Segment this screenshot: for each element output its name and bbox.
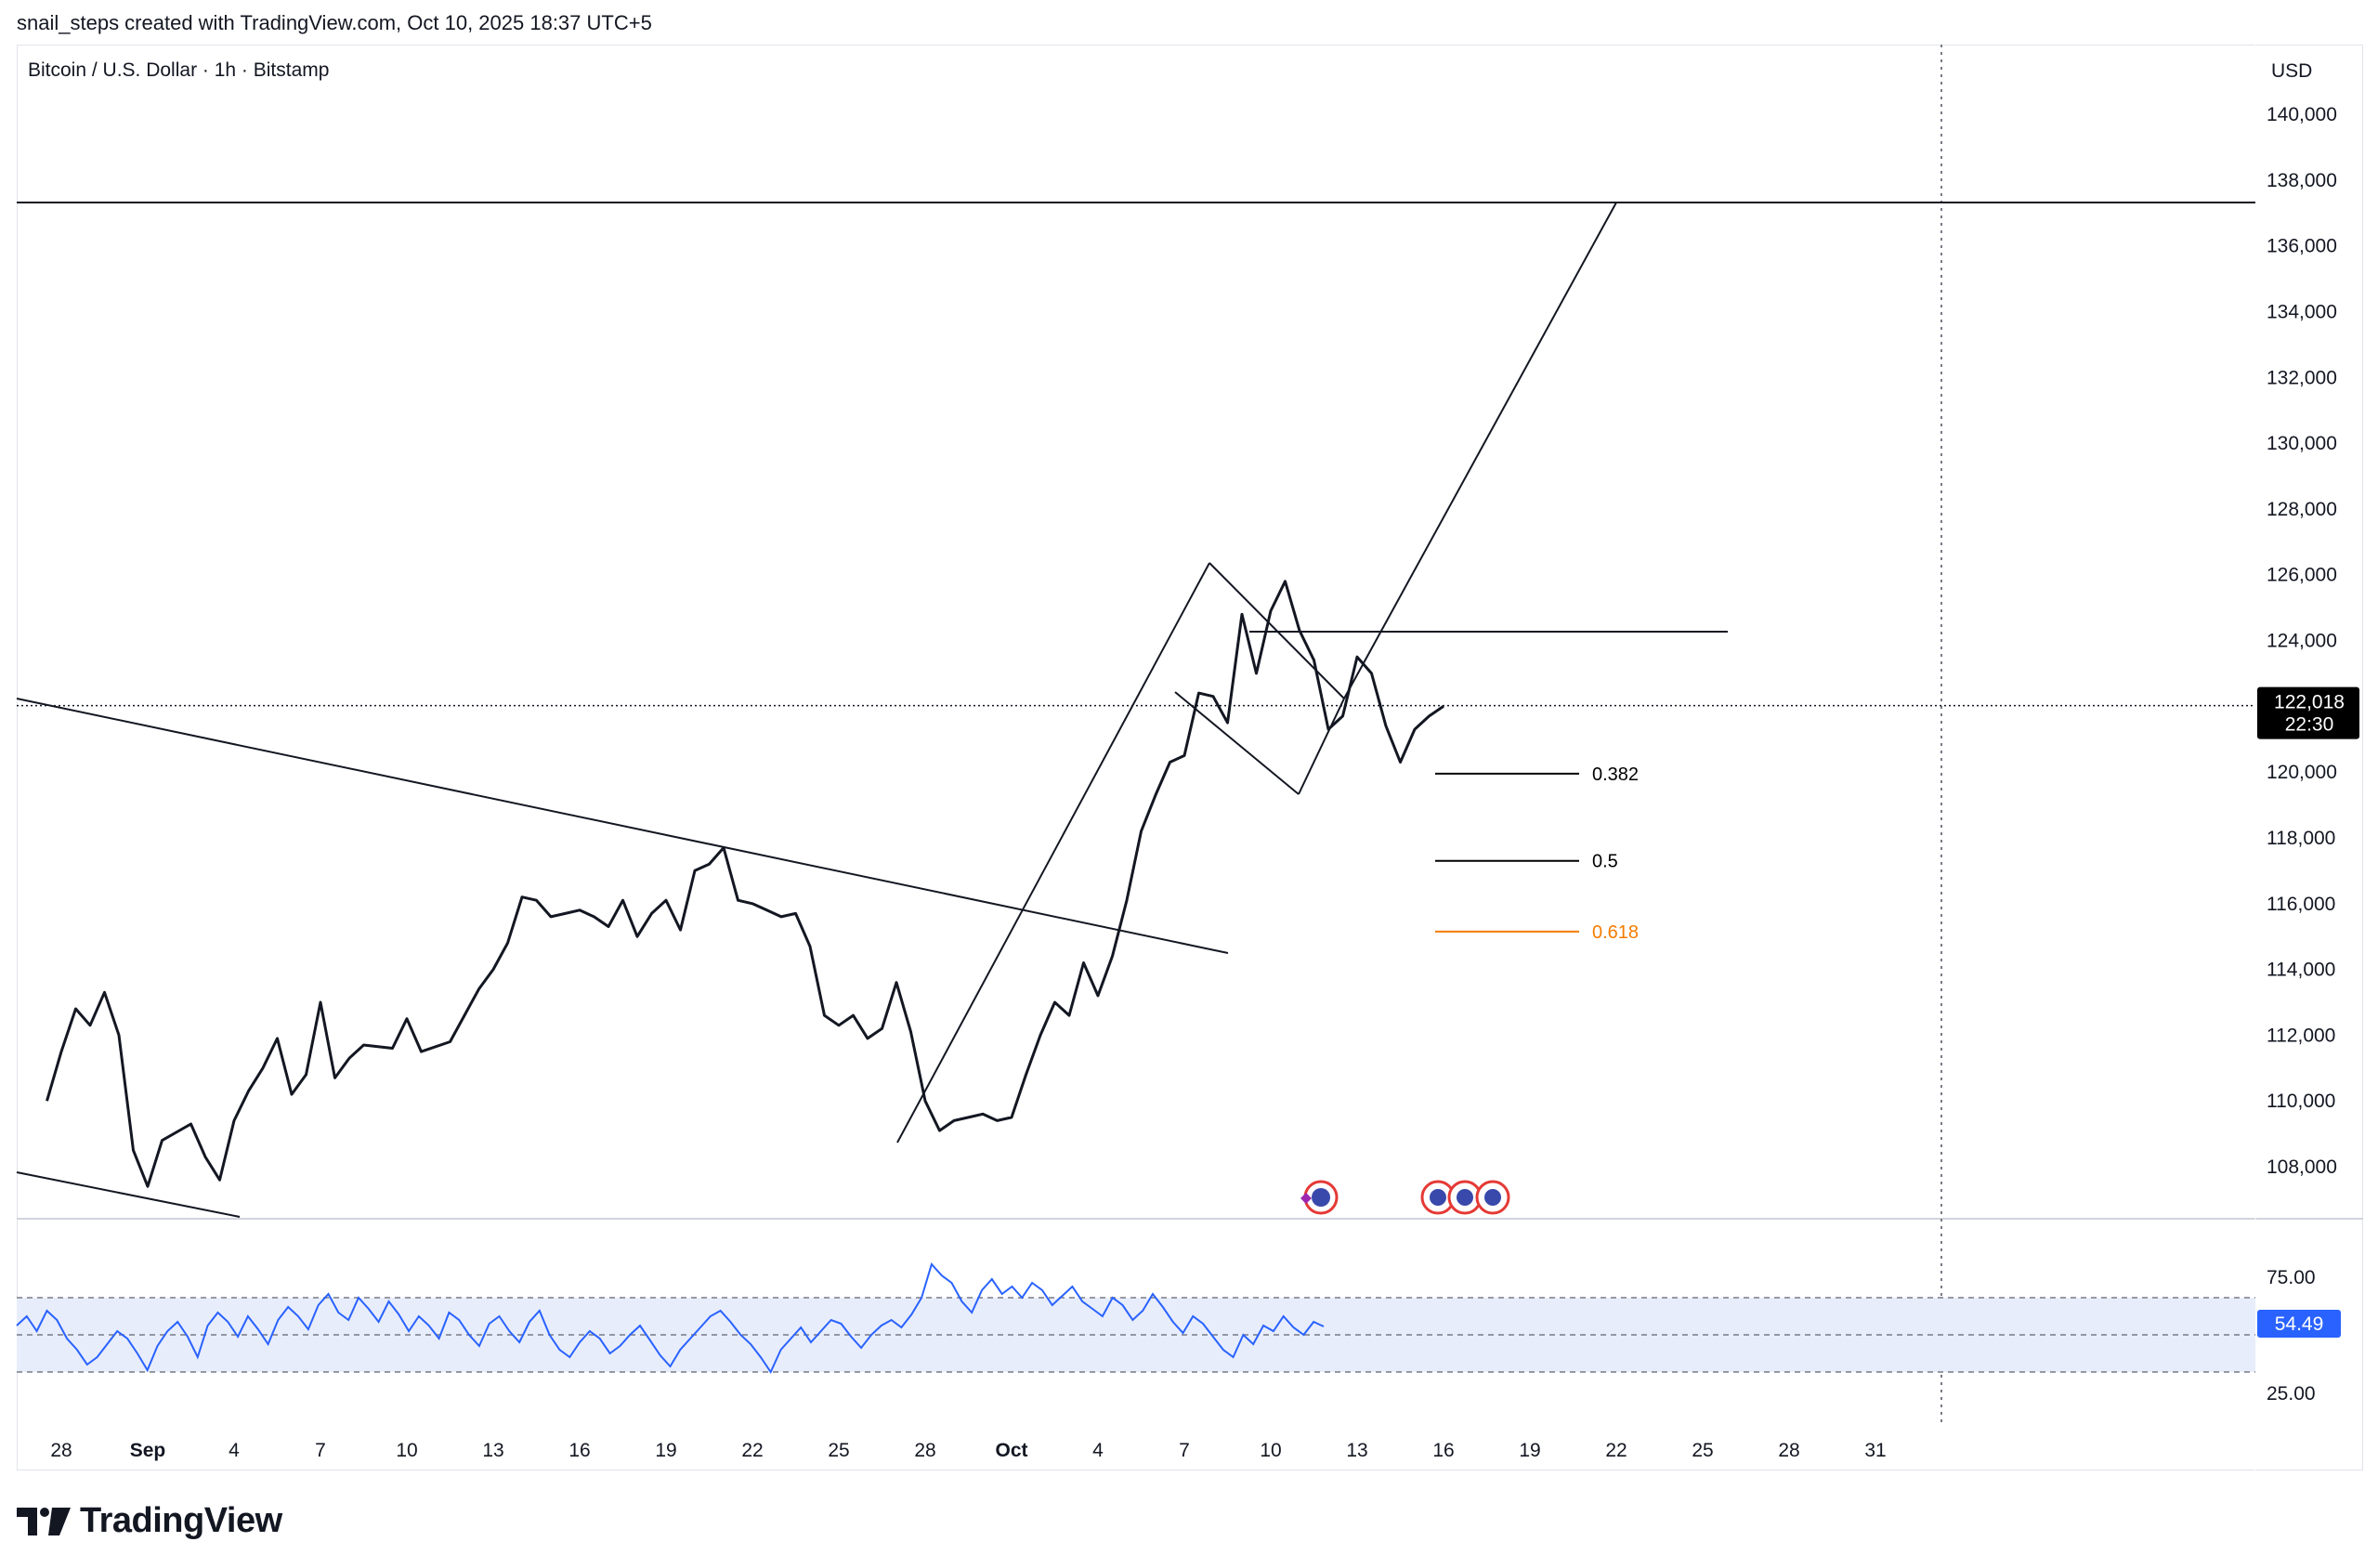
fib-level-label: 0.382 xyxy=(1592,764,1639,785)
price-tick-label: 118,000 xyxy=(2267,828,2335,849)
tradingview-logo[interactable]: TradingView xyxy=(17,1501,282,1541)
price-tick-label: 124,000 xyxy=(2267,631,2337,652)
price-line xyxy=(46,580,1444,1188)
us-flag-icon-inner xyxy=(1457,1189,1473,1206)
time-tick-label: Oct xyxy=(995,1440,1027,1461)
time-tick-label: 7 xyxy=(1179,1440,1190,1461)
currency-label[interactable]: USD xyxy=(2271,60,2312,82)
diamond-icon xyxy=(1300,1193,1312,1204)
price-tick-label: 126,000 xyxy=(2267,565,2337,586)
time-tick-label: 13 xyxy=(1346,1440,1367,1461)
time-tick-label: 13 xyxy=(482,1440,503,1461)
time-tick-label: 28 xyxy=(1778,1440,1799,1461)
time-tick-label: 19 xyxy=(1519,1440,1540,1461)
rally-trendline[interactable] xyxy=(896,562,1210,1143)
us-flag-icon-inner xyxy=(1484,1189,1501,1206)
rsi-value-badge[interactable] xyxy=(2257,1310,2341,1338)
flag-right-edge[interactable] xyxy=(1298,698,1345,795)
rsi-series xyxy=(16,1262,1325,1375)
time-tick-label: 7 xyxy=(315,1440,326,1461)
event-flags[interactable] xyxy=(1300,1180,1510,1215)
rsi-line xyxy=(16,1262,1325,1375)
time-tick-label: 25 xyxy=(828,1440,849,1461)
time-tick-label: 22 xyxy=(741,1440,763,1461)
price-tick-label: 110,000 xyxy=(2267,1091,2335,1112)
descending-trendline[interactable] xyxy=(16,698,1229,954)
price-tick-label: 116,000 xyxy=(2267,894,2335,915)
time-tick-label: 28 xyxy=(914,1440,935,1461)
time-tick-label: 31 xyxy=(1864,1440,1886,1461)
lower-channel-line[interactable] xyxy=(16,1171,241,1218)
time-tick-label: 25 xyxy=(1692,1440,1713,1461)
time-tick-label: 16 xyxy=(1432,1440,1454,1461)
us-flag-icon-inner xyxy=(1312,1188,1330,1207)
fib-level-label: 0.618 xyxy=(1592,922,1639,943)
author-line: snail_steps created with TradingView.com… xyxy=(17,11,652,34)
fibonacci-levels[interactable]: 0.382 0.5 0.618 xyxy=(1435,764,1639,943)
tradingview-wordmark: TradingView xyxy=(80,1501,282,1540)
last-price-value: 122,018 xyxy=(2274,692,2345,713)
rsi-upper-label: 75.00 xyxy=(2267,1267,2316,1288)
time-tick-label: 4 xyxy=(1092,1440,1104,1461)
price-tick-label: 128,000 xyxy=(2267,499,2337,520)
price-axis[interactable]: 140,000 138,000 136,000 134,000 132,000 130,0… xyxy=(2267,104,2337,1178)
time-tick-label: 16 xyxy=(568,1440,590,1461)
price-tick-label: 112,000 xyxy=(2267,1025,2335,1046)
price-tick-label: 138,000 xyxy=(2267,170,2337,191)
time-tick-label: 4 xyxy=(229,1440,240,1461)
price-tick-label: 136,000 xyxy=(2267,236,2337,257)
tradingview-logo-icon xyxy=(17,1507,71,1535)
time-tick-label: Sep xyxy=(130,1440,166,1461)
time-tick-label: 22 xyxy=(1605,1440,1627,1461)
price-tick-label: 132,000 xyxy=(2267,367,2337,388)
rsi-value-label: 54.49 xyxy=(2275,1313,2324,1335)
fib-level-label: 0.5 xyxy=(1592,852,1618,872)
us-flag-icon-inner xyxy=(1430,1189,1446,1206)
time-tick-label: 19 xyxy=(655,1440,676,1461)
symbol-title[interactable]: Bitcoin / U.S. Dollar · 1h · Bitstamp xyxy=(28,59,329,81)
price-tick-label: 114,000 xyxy=(2267,960,2335,981)
price-tick-label: 108,000 xyxy=(2267,1156,2337,1178)
chart-frame xyxy=(17,45,2363,1470)
time-tick-label: 10 xyxy=(1260,1440,1281,1461)
price-tick-label: 130,000 xyxy=(2267,433,2337,454)
price-series xyxy=(46,580,1444,1188)
time-axis[interactable]: 28 Sep 4 7 10 13 16 19 22 25 28 Oct 4 7 10 13 16 19 22 25 28… xyxy=(50,1440,1886,1461)
price-tick-label: 140,000 xyxy=(2267,104,2337,125)
flag-lower-line[interactable] xyxy=(1174,691,1300,795)
bar-countdown: 22:30 xyxy=(2285,714,2334,736)
last-price-badge[interactable] xyxy=(2257,686,2359,739)
rsi-lower-label: 25.00 xyxy=(2267,1383,2316,1405)
rsi-band xyxy=(17,1297,2255,1373)
time-tick-label: 10 xyxy=(396,1440,417,1461)
projection-line[interactable] xyxy=(1343,202,1617,699)
price-tick-label: 120,000 xyxy=(2267,762,2337,783)
trendline-drawings[interactable] xyxy=(16,202,2255,1218)
time-tick-label: 28 xyxy=(50,1440,72,1461)
price-tick-label: 134,000 xyxy=(2267,301,2337,322)
